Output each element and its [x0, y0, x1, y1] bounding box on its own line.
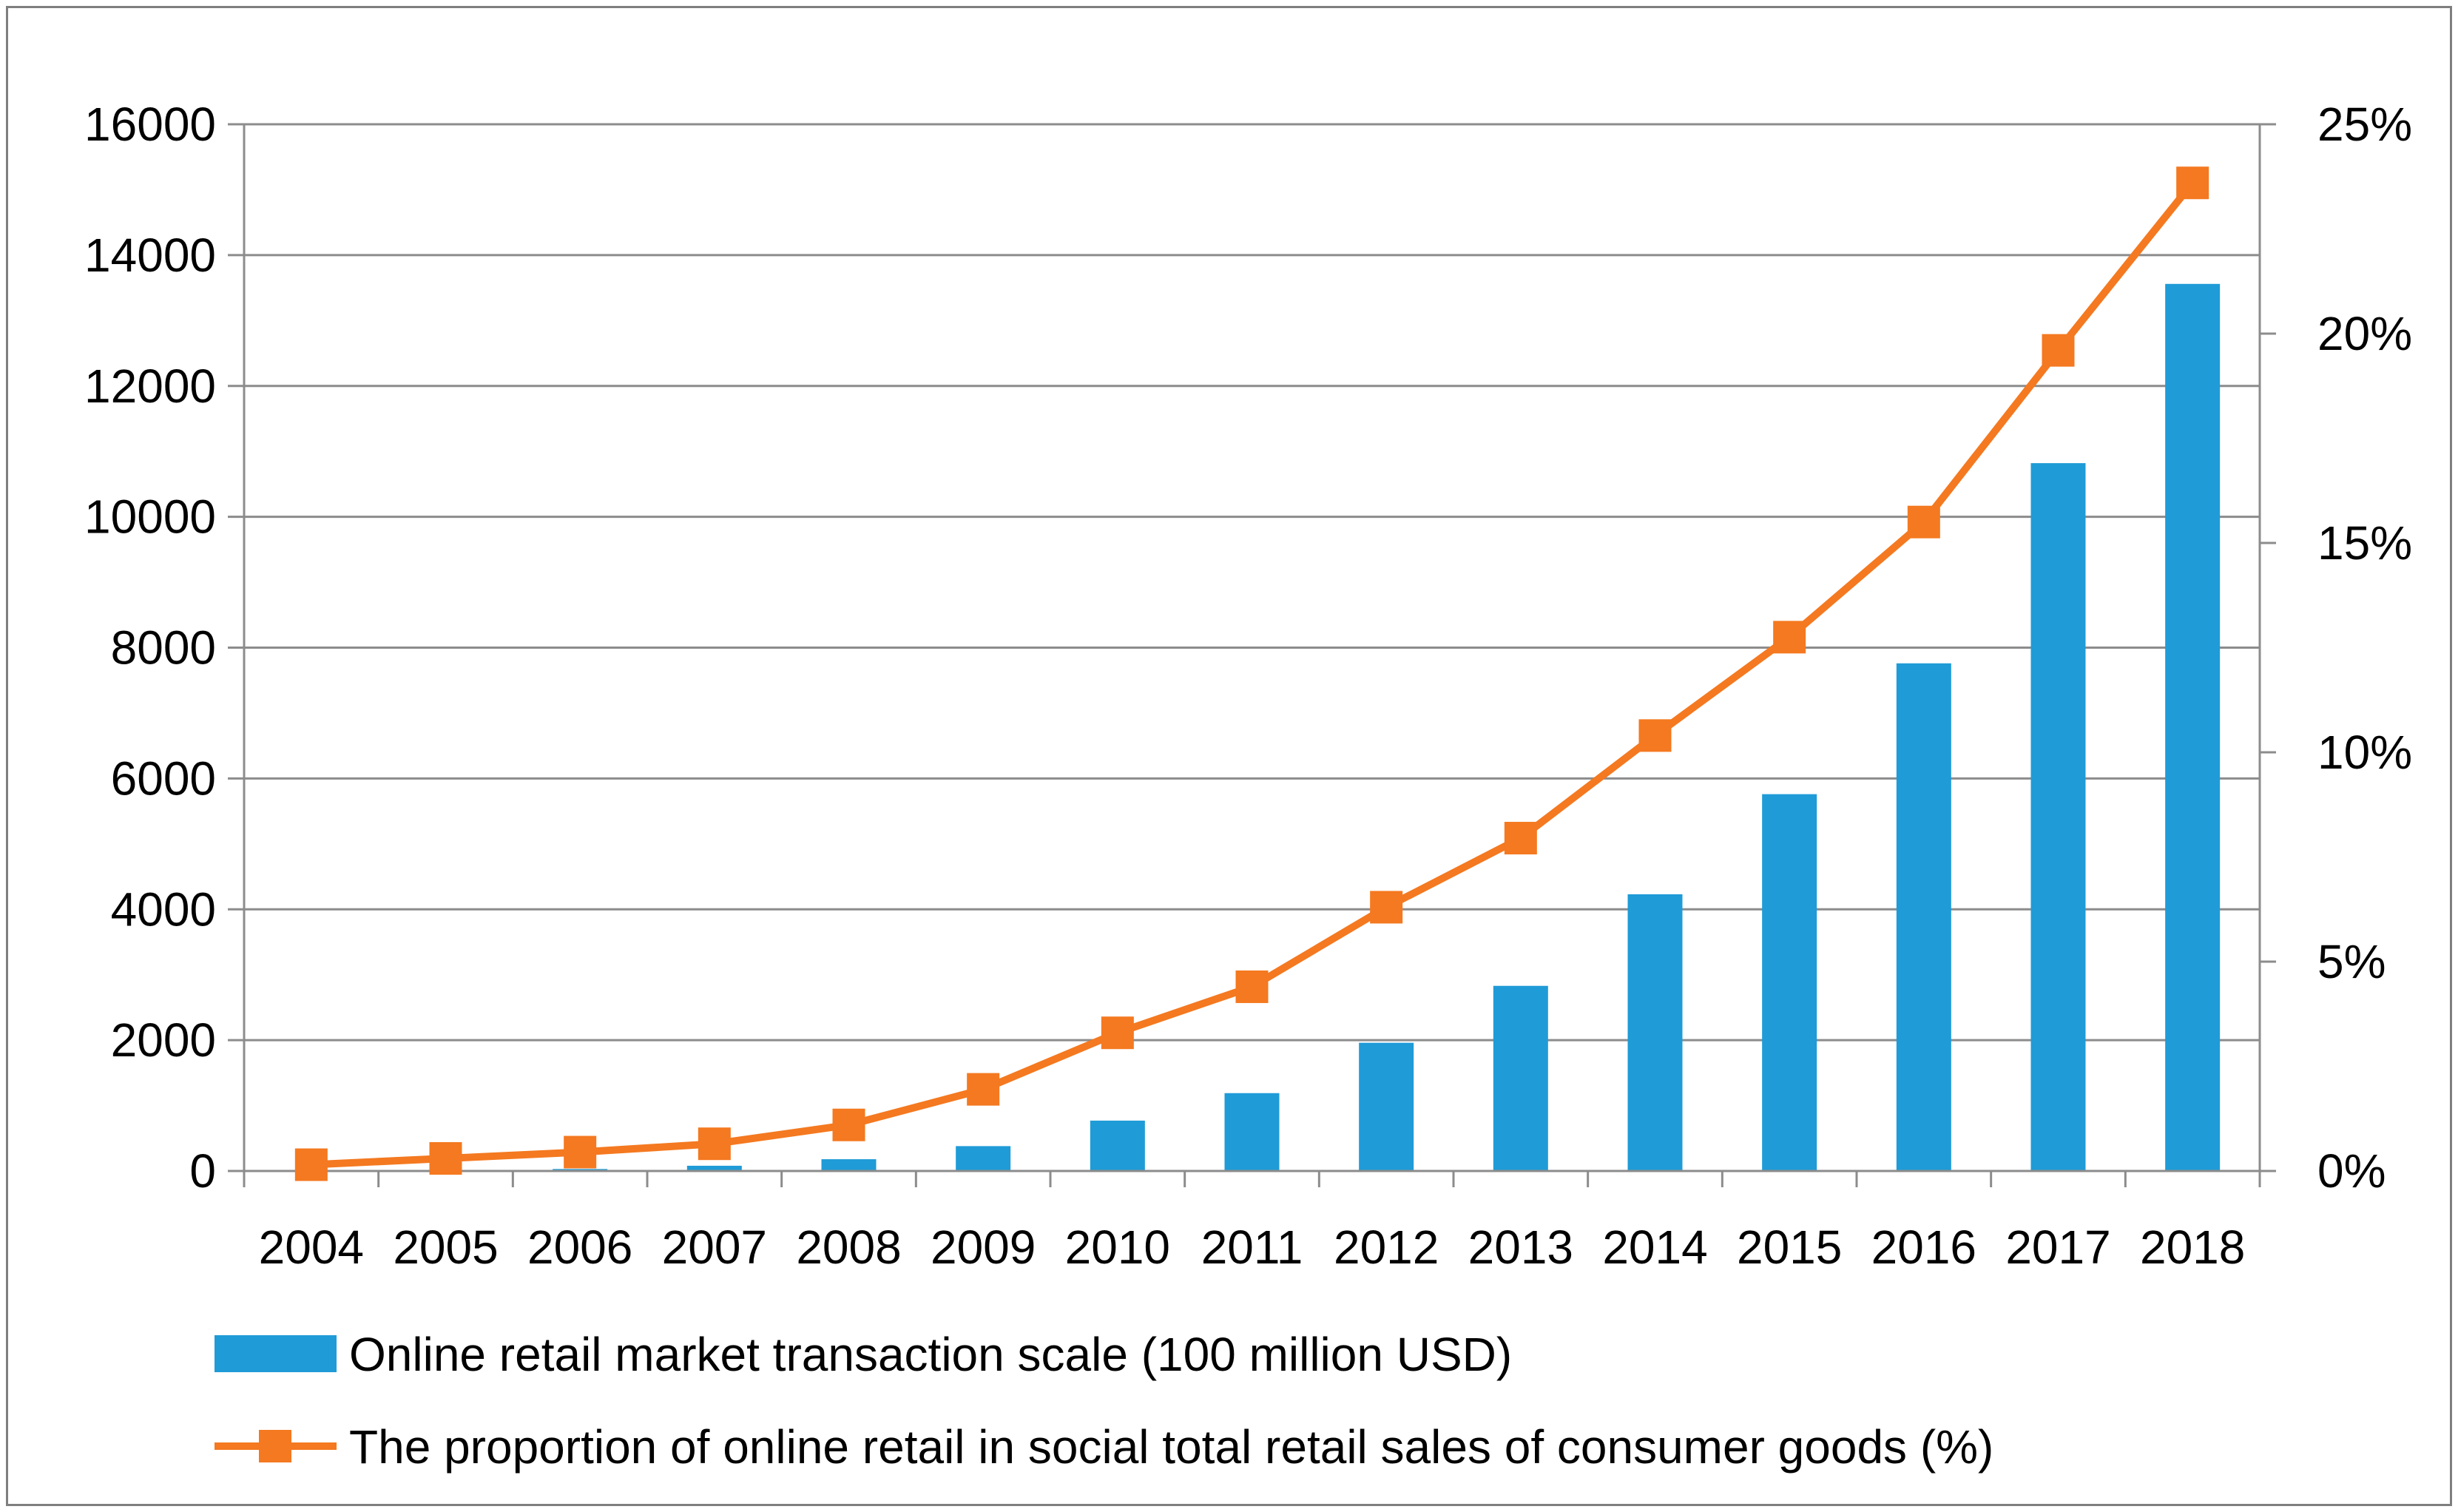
left-axis-tick-label: 8000 — [111, 621, 216, 675]
x-axis-tick-label: 2011 — [1201, 1221, 1303, 1274]
right-axis-tick-label: 10% — [2317, 726, 2412, 779]
legend-line-label: The proportion of online retail in socia… — [349, 1420, 1993, 1474]
line-marker — [2042, 334, 2075, 367]
bar — [1359, 1042, 1414, 1171]
right-axis-labels: 0% 5% 10% 15% 20% 25% — [2317, 98, 2412, 1198]
x-axis-tick-label: 2006 — [527, 1221, 632, 1274]
x-axis-tick-label: 2017 — [2005, 1221, 2110, 1274]
right-axis-tick-label: 25% — [2317, 98, 2412, 151]
line-marker — [1773, 621, 1806, 654]
x-axis-tick-label: 2015 — [1737, 1221, 1842, 1274]
x-axis-tick-label: 2018 — [2140, 1221, 2245, 1274]
line-marker — [1370, 891, 1403, 924]
legend: Online retail market transaction scale (… — [215, 1328, 1993, 1474]
line-marker — [2176, 166, 2209, 200]
line-series — [294, 166, 2209, 1181]
line-marker — [429, 1142, 462, 1175]
line-marker — [1101, 1016, 1134, 1050]
x-axis-labels: 2004 2005 2006 2007 2008 2009 2010 2011 2012 2013… — [259, 1221, 2246, 1274]
left-axis-tick-label: 0 — [189, 1144, 216, 1198]
line-marker — [698, 1127, 731, 1161]
line-marker — [1907, 505, 1940, 539]
bar — [1762, 794, 1817, 1171]
bar — [821, 1159, 877, 1171]
left-axis-tick-label: 12000 — [84, 360, 216, 413]
bar — [1090, 1120, 1145, 1171]
x-axis-tick-label: 2010 — [1065, 1221, 1170, 1274]
bar — [1224, 1093, 1280, 1171]
right-axis-tick-label: 20% — [2317, 307, 2412, 360]
bar — [686, 1165, 742, 1171]
bar — [1896, 663, 1951, 1171]
x-axis-tick-label: 2004 — [259, 1221, 364, 1274]
bar — [2165, 283, 2221, 1172]
right-axis-tick-label: 15% — [2317, 516, 2412, 570]
x-axis-tick-label: 2012 — [1334, 1221, 1439, 1274]
left-axis-tick-label: 2000 — [111, 1013, 216, 1067]
legend-bar-label: Online retail market transaction scale (… — [349, 1328, 1512, 1381]
bar — [1627, 894, 1683, 1171]
line-marker — [967, 1073, 1000, 1106]
line-marker — [832, 1108, 865, 1141]
left-axis-tick-label: 4000 — [111, 882, 216, 936]
right-axis-tick-label: 5% — [2317, 935, 2386, 988]
legend-line-marker — [259, 1430, 291, 1462]
bar — [956, 1146, 1011, 1171]
line-marker — [1504, 822, 1537, 855]
bar — [1493, 985, 1548, 1171]
left-axis-labels: 0 2000 4000 6000 8000 10000 12000 14000 16000 — [84, 98, 216, 1198]
left-axis-tick-label: 6000 — [111, 752, 216, 805]
left-axis-tick-label: 16000 — [84, 98, 216, 151]
line-marker — [1638, 719, 1672, 752]
x-axis-tick-label: 2005 — [393, 1221, 498, 1274]
x-axis-tick-label: 2013 — [1468, 1221, 1573, 1274]
x-axis-tick-label: 2014 — [1602, 1221, 1707, 1274]
line-marker — [294, 1148, 328, 1181]
x-axis-tick-label: 2009 — [931, 1221, 1036, 1274]
grid-lines — [244, 123, 2260, 1172]
bar — [2030, 463, 2086, 1171]
left-axis-tick-label: 14000 — [84, 229, 216, 282]
bar-series — [283, 283, 2221, 1172]
right-axis-tick-label: 0% — [2317, 1144, 2386, 1198]
x-axis-tick-label: 2007 — [662, 1221, 767, 1274]
line-marker — [564, 1135, 597, 1169]
x-axis-tick-label: 2016 — [1871, 1221, 1976, 1274]
axes — [228, 123, 2276, 1187]
left-axis-tick-label: 10000 — [84, 490, 216, 544]
line-marker — [1235, 970, 1269, 1003]
legend-bar-swatch — [215, 1335, 337, 1372]
x-axis-tick-label: 2008 — [796, 1221, 901, 1274]
